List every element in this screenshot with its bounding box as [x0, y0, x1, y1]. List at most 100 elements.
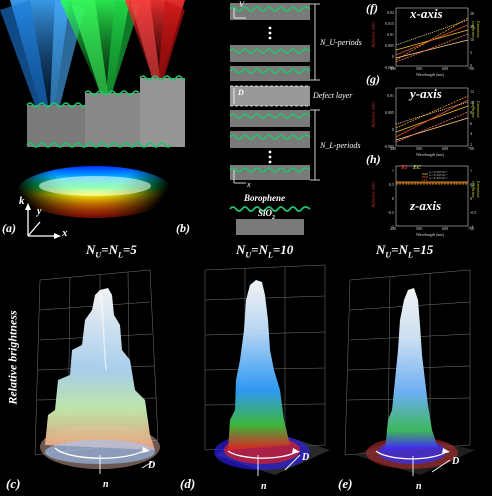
bottom-axis-label: x: [247, 180, 251, 189]
tick: 700: [468, 146, 474, 151]
tick: 0: [392, 54, 394, 59]
tick: 500: [416, 146, 422, 151]
sub-l: L: [117, 250, 123, 260]
panel-e-label: (e): [338, 476, 353, 491]
panel-h-title: z-axis: [410, 198, 442, 213]
panel-f-label: (f): [366, 1, 378, 15]
panel-g-yticks-right: 12 10 8 6 4 2: [470, 87, 480, 150]
panel-h: (h) z-axis RI EC n = 2×10¹³ m⁻² n = 3×10…: [364, 152, 492, 240]
sub-l: L: [267, 250, 273, 260]
borophene-label: Borophene: [244, 193, 286, 203]
panel-b: (b) V x N_U-periods N_L-periods Defect l…: [176, 0, 363, 240]
tick: 0.005: [385, 43, 394, 48]
period-lower-label: N_L-periods: [320, 141, 361, 150]
panel-g-xticks: 400 500 600 700: [390, 146, 474, 151]
x-axis-label: x: [62, 227, 68, 239]
panel-f-ylabel-left: Refractive index: [370, 21, 376, 48]
panel-h-xlabel: Wavelength (nm): [416, 232, 444, 237]
defect-symbol: D: [238, 88, 244, 97]
defect-layer: [230, 85, 310, 107]
h-legend-swatches: [422, 173, 428, 181]
panel-e-d-axis: D: [452, 456, 460, 467]
stack-lower: [229, 110, 311, 180]
sub-u: U: [245, 250, 252, 260]
n-value: =15: [412, 242, 434, 257]
tower-e: [355, 288, 475, 476]
tick: 400: [390, 66, 396, 71]
legend-item: n = 4×10¹³ m⁻²: [429, 176, 448, 180]
y-axis-label: y: [37, 206, 42, 217]
tower-d: [214, 280, 330, 476]
tick: 6: [470, 120, 472, 126]
k-axis-label: k: [19, 195, 25, 207]
tick: 0.02: [387, 10, 394, 15]
h-legend-items: n = 2×10¹³ m⁻² n = 3×10¹³ m⁻² n = 4×10¹³…: [429, 171, 447, 180]
n-symbol: N: [108, 242, 118, 257]
substrate-swatch: [236, 219, 304, 235]
panel-g: (g) y-axis Refractive index Extinction c…: [364, 72, 492, 160]
tick: 0.5: [389, 182, 394, 187]
tick: 0.01: [387, 32, 394, 37]
n-value: =10: [272, 242, 294, 257]
h-legend-ec: EC: [413, 165, 422, 171]
sub-l: L: [407, 250, 413, 260]
ellipsis-dots-lower: [268, 150, 272, 164]
tick: 700: [468, 226, 474, 231]
n-value: =5: [122, 242, 137, 257]
tick: 1: [470, 168, 472, 173]
panel-d-d-axis: D: [302, 452, 310, 463]
plot-h: [395, 165, 469, 227]
substrate-sub: 2: [272, 214, 276, 221]
tick: 10: [470, 37, 474, 42]
substrate-text: SiO: [258, 208, 273, 218]
panel-g-label: (g): [366, 72, 380, 86]
n-symbol: N: [398, 242, 408, 257]
axes-triad: [25, 203, 61, 239]
panel-f-yticks-left: 0.02 0.015 0.01 0.005 0 -0.005: [380, 7, 394, 73]
panel-g-yticks-left: 0.01 0.005 0 -0.005: [380, 87, 394, 155]
tick: -0.005: [383, 144, 394, 149]
panel-d-label: (d): [180, 476, 196, 491]
stack-upper: [229, 3, 311, 81]
panel-c-title: NU=NL=5: [86, 242, 137, 260]
tick: 0: [392, 127, 394, 132]
stack-axes: [233, 8, 246, 184]
panel-g-title: y-axis: [410, 86, 442, 101]
sub-u: U: [95, 250, 102, 260]
tick: -1: [390, 224, 394, 229]
panel-g-xlabel: Wavelength (nm): [416, 152, 444, 157]
tick: 0.5: [470, 182, 475, 187]
red-beams: [125, 0, 185, 78]
panel-e-n-axis: n: [416, 481, 422, 492]
plot-f: [395, 7, 469, 67]
stepped-structure: [26, 75, 186, 148]
tick: -1: [470, 224, 474, 229]
n-symbol: N: [258, 242, 268, 257]
tick: 500: [416, 226, 422, 231]
tick: 500: [416, 66, 422, 71]
defect-layer-label: Defect layer: [313, 91, 353, 100]
tick: 0.01: [387, 93, 394, 98]
panel-e-title: NU=NL=15: [376, 242, 434, 260]
panel-c-label: (c): [6, 476, 21, 491]
tick: 600: [442, 146, 448, 151]
tick: 15: [470, 24, 474, 29]
borophene-swatch: [229, 206, 311, 212]
n-symbol: N: [86, 242, 96, 257]
tick: 600: [442, 66, 448, 71]
panel-b-stack: [229, 3, 320, 235]
tick: 10: [470, 99, 474, 105]
panel-d-title: NU=NL=10: [236, 242, 294, 260]
tick: 600: [442, 226, 448, 231]
panel-c-n-axis: n: [103, 479, 109, 490]
legend-item: n = 3×10¹³ m⁻²: [429, 173, 448, 177]
substrate-label: SiO2: [258, 208, 275, 221]
plot-g: [395, 87, 469, 147]
tick: 0.005: [385, 110, 394, 115]
tick: 4: [470, 131, 472, 136]
ellipsis-dots-upper: [268, 26, 272, 40]
n-symbol: N: [376, 242, 386, 257]
green-beams: [60, 0, 140, 93]
tick: 8: [470, 110, 472, 115]
tick: 0: [470, 63, 472, 68]
